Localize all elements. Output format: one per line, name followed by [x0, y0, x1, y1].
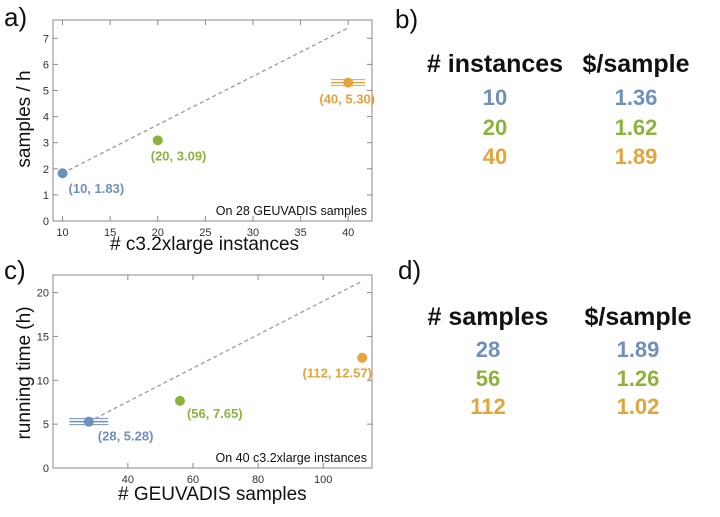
chart-c-data-label: (112, 12.57) — [303, 366, 372, 381]
panel-letter-d: d) — [398, 255, 422, 285]
chart-a-point — [152, 135, 163, 146]
table-b-row3-instances: 40 — [482, 144, 508, 169]
chart-c-xtick-label: 80 — [252, 474, 264, 486]
chart-c-xtick-label: 60 — [187, 474, 199, 486]
chart-a-xtick-label: 10 — [56, 227, 68, 239]
chart-c-plot-frame — [52, 274, 373, 469]
chart-a-ytick-label: 6 — [43, 59, 49, 71]
table-d-row2-samples: 56 — [475, 366, 501, 391]
table-d-row1-cost: 1.89 — [616, 337, 660, 362]
chart-a-ytick-label: 2 — [43, 164, 49, 176]
chart-a-ytick-label: 5 — [43, 85, 49, 97]
table-d-row2-cost: 1.26 — [616, 366, 660, 391]
chart-a-xtick-label: 25 — [199, 227, 211, 239]
chart-a-data-label: (40, 5.30) — [319, 92, 375, 107]
panel-letter-a: a) — [4, 2, 28, 32]
chart-a-xtick-label: 35 — [294, 227, 306, 239]
chart-a-ytick-label: 0 — [43, 216, 49, 228]
table-b-row2-cost: 1.62 — [614, 115, 658, 140]
chart-c-point — [357, 352, 368, 363]
table-d-header-samples: # samples — [427, 303, 549, 331]
chart-c-data-label: (56, 7.65) — [187, 406, 243, 421]
chart-a-point — [57, 168, 68, 179]
table-b-header-instances: # instances — [426, 50, 564, 78]
chart-c-xtick-label: 100 — [314, 474, 332, 486]
chart-a-data-label: (20, 3.09) — [151, 148, 207, 163]
table-d-header-cost: $/sample — [584, 303, 692, 331]
chart-a-point — [343, 77, 354, 88]
chart-c-point — [83, 416, 94, 427]
table-b: # instances $/sample 10 1.36 20 1.62 40 … — [400, 50, 720, 180]
chart-a-plot-frame — [52, 19, 373, 222]
chart-c-ytick-label: 0 — [43, 463, 49, 475]
chart-a-ytick-label: 3 — [43, 138, 49, 150]
chart-a-trend-line — [62, 27, 349, 174]
chart-a-ytick-label: 7 — [43, 33, 49, 45]
chart-a-xlabel: # c3.2xlarge instances — [110, 234, 300, 255]
panel-letter-c: c) — [4, 255, 26, 285]
chart-a-data-label: (10, 1.83) — [69, 181, 125, 196]
chart-c-ytick-label: 20 — [37, 288, 49, 300]
chart-c-xlabel: # GEUVADIS samples — [118, 484, 307, 505]
chart-c-ytick-label: 15 — [37, 331, 49, 343]
table-d-row1-samples: 28 — [475, 337, 501, 362]
table-b-row1-cost: 1.36 — [614, 85, 658, 110]
table-b-row1-instances: 10 — [482, 85, 508, 110]
chart-c-ytick-label: 10 — [37, 375, 49, 387]
table-b-row2-instances: 20 — [482, 115, 508, 140]
chart-a-xtick-label: 20 — [152, 227, 164, 239]
chart-a-ytick-label: 1 — [43, 190, 49, 202]
chart-c-ytick-label: 5 — [43, 419, 49, 431]
chart-c-data-label: (28, 5.28) — [98, 429, 154, 444]
chart-a-xtick-label: 40 — [342, 227, 354, 239]
table-d: # samples $/sample 28 1.89 56 1.26 112 1… — [400, 303, 720, 433]
table-b-row3-cost: 1.89 — [614, 144, 658, 169]
panel-letter-b: b) — [395, 4, 419, 34]
chart-a-annotation: On 28 GEUVADIS samples — [216, 204, 367, 218]
chart-a-ytick-label: 4 — [43, 112, 49, 124]
chart-c-annotation: On 40 c3.2xlarge instances — [216, 451, 367, 465]
chart-a-xtick-label: 15 — [104, 227, 116, 239]
chart-a-xtick-label: 30 — [247, 227, 259, 239]
chart-c-xtick-label: 40 — [122, 474, 134, 486]
chart-c-ylabel: running time (h) — [14, 306, 35, 440]
table-b-header-cost: $/sample — [582, 50, 690, 78]
table-d-row3-samples: 112 — [470, 394, 506, 419]
chart-c-point — [174, 395, 185, 406]
chart-c-trend-line — [88, 280, 363, 423]
table-d-row3-cost: 1.02 — [616, 394, 660, 419]
